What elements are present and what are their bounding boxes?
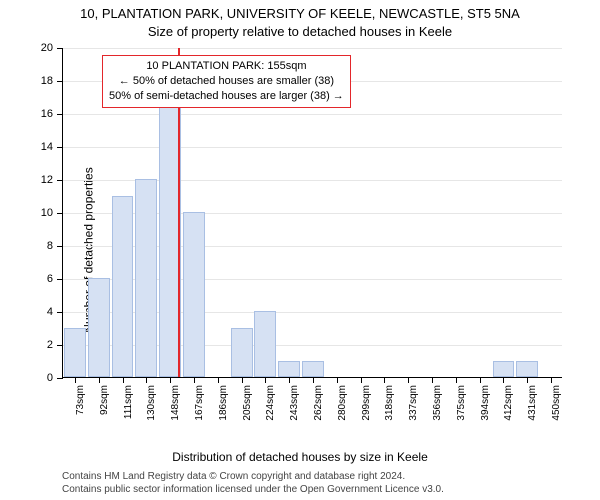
y-tick-label: 8 <box>47 240 53 252</box>
x-tick-label: 280sqm <box>337 385 348 421</box>
annotation-line3: 50% of semi-detached houses are larger (… <box>109 89 344 104</box>
x-tick <box>480 377 481 383</box>
x-tick-label: 186sqm <box>218 385 229 421</box>
x-tick-label: 130sqm <box>146 385 157 421</box>
y-tick-label: 20 <box>41 42 53 54</box>
y-tick <box>57 246 63 247</box>
y-tick <box>57 48 63 49</box>
bar <box>64 328 86 378</box>
x-tick-label: 375sqm <box>456 385 467 421</box>
x-tick <box>384 377 385 383</box>
bar <box>302 361 324 378</box>
y-tick <box>57 345 63 346</box>
bar <box>135 179 157 377</box>
x-tick <box>194 377 195 383</box>
y-tick-label: 4 <box>47 306 53 318</box>
y-tick <box>57 180 63 181</box>
annotation-line1: 10 PLANTATION PARK: 155sqm <box>109 59 344 74</box>
x-tick <box>456 377 457 383</box>
x-tick-label: 111sqm <box>123 385 134 419</box>
x-tick <box>313 377 314 383</box>
y-tick <box>57 279 63 280</box>
x-tick <box>551 377 552 383</box>
x-tick <box>123 377 124 383</box>
x-tick <box>75 377 76 383</box>
x-tick-label: 92sqm <box>99 385 110 415</box>
x-tick <box>527 377 528 383</box>
y-tick-label: 18 <box>41 75 53 87</box>
y-tick-label: 12 <box>41 174 53 186</box>
gridline <box>63 48 562 49</box>
y-tick <box>57 312 63 313</box>
x-tick-label: 450sqm <box>551 385 562 421</box>
x-tick-label: 318sqm <box>384 385 395 421</box>
x-tick <box>265 377 266 383</box>
y-tick-label: 14 <box>41 141 53 153</box>
y-tick <box>57 213 63 214</box>
x-tick <box>146 377 147 383</box>
chart-container: 10, PLANTATION PARK, UNIVERSITY OF KEELE… <box>0 0 600 500</box>
x-tick <box>361 377 362 383</box>
x-axis-label: Distribution of detached houses by size … <box>0 450 600 464</box>
y-tick-label: 10 <box>41 207 53 219</box>
x-tick-label: 299sqm <box>361 385 372 421</box>
bar <box>493 361 515 378</box>
x-tick <box>503 377 504 383</box>
y-tick <box>57 114 63 115</box>
bar <box>254 311 276 377</box>
y-tick-label: 2 <box>47 339 53 351</box>
x-tick <box>289 377 290 383</box>
bar <box>231 328 253 378</box>
x-tick-label: 262sqm <box>313 385 324 421</box>
credits-line2: Contains public sector information licen… <box>62 484 444 497</box>
x-tick-label: 73sqm <box>75 385 86 415</box>
x-tick <box>432 377 433 383</box>
chart-title-line1: 10, PLANTATION PARK, UNIVERSITY OF KEELE… <box>0 6 600 21</box>
x-tick-label: 394sqm <box>480 385 491 421</box>
bar <box>516 361 538 378</box>
x-tick-label: 337sqm <box>408 385 419 421</box>
x-tick-label: 243sqm <box>289 385 300 421</box>
x-tick <box>337 377 338 383</box>
x-tick-label: 148sqm <box>170 385 181 421</box>
credits-line1: Contains HM Land Registry data © Crown c… <box>62 471 444 484</box>
bar <box>278 361 300 378</box>
gridline <box>63 147 562 148</box>
x-tick <box>408 377 409 383</box>
chart-title-line2: Size of property relative to detached ho… <box>0 24 600 39</box>
x-tick <box>242 377 243 383</box>
y-tick <box>57 378 63 379</box>
y-tick-label: 0 <box>47 372 53 384</box>
x-tick-label: 224sqm <box>265 385 276 421</box>
gridline <box>63 114 562 115</box>
x-tick-label: 412sqm <box>503 385 514 421</box>
x-tick <box>218 377 219 383</box>
annotation-box: 10 PLANTATION PARK: 155sqm ← 50% of deta… <box>102 55 351 108</box>
x-tick-label: 167sqm <box>194 385 205 421</box>
x-tick <box>170 377 171 383</box>
y-tick-label: 16 <box>41 108 53 120</box>
bar <box>88 278 110 377</box>
x-tick <box>99 377 100 383</box>
x-tick-label: 205sqm <box>242 385 253 421</box>
x-tick-label: 356sqm <box>432 385 443 421</box>
y-tick-label: 6 <box>47 273 53 285</box>
x-tick-label: 431sqm <box>527 385 538 421</box>
y-tick <box>57 147 63 148</box>
bar <box>183 212 205 377</box>
credits: Contains HM Land Registry data © Crown c… <box>62 471 444 496</box>
annotation-line2: ← 50% of detached houses are smaller (38… <box>109 74 344 89</box>
bar <box>112 196 134 378</box>
y-tick <box>57 81 63 82</box>
plot-area: 0246810121416182073sqm92sqm111sqm130sqm1… <box>62 48 562 378</box>
